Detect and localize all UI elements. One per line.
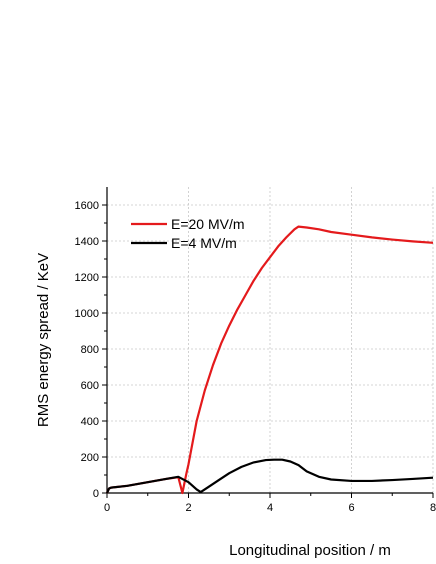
- ticks: 0 2 4 6 8 0 200 400 600 800 1000 1200 1400 1600: [75, 200, 436, 514]
- legend: E=20 MV/m E=4 MV/m: [131, 216, 245, 251]
- y-tick-label: 1600: [75, 200, 99, 212]
- x-tick-label: 8: [430, 502, 436, 514]
- x-tick-label: 6: [348, 502, 354, 514]
- y-tick-label: 400: [81, 416, 99, 428]
- x-axis-title: Longitudinal position / m: [229, 542, 391, 559]
- y-tick-label: 200: [81, 452, 99, 464]
- data-series: [105, 225, 434, 495]
- y-tick-label: 600: [81, 380, 99, 392]
- y-tick-label: 800: [81, 344, 99, 356]
- y-tick-label: 1000: [75, 308, 99, 320]
- y-tick-label: 0: [93, 488, 99, 500]
- x-tick-label: 4: [267, 502, 273, 514]
- legend-label-e4: E=4 MV/m: [171, 235, 237, 251]
- y-tick-label: 1400: [75, 236, 99, 248]
- x-tick-label: 2: [185, 502, 191, 514]
- y-axis-title: RMS energy spread / KeV: [35, 253, 52, 427]
- grid-lines: [107, 187, 434, 493]
- x-tick-label: 0: [104, 502, 110, 514]
- series-line-1: [105, 458, 434, 494]
- legend-label-e20: E=20 MV/m: [171, 216, 245, 232]
- y-tick-label: 1200: [75, 272, 99, 284]
